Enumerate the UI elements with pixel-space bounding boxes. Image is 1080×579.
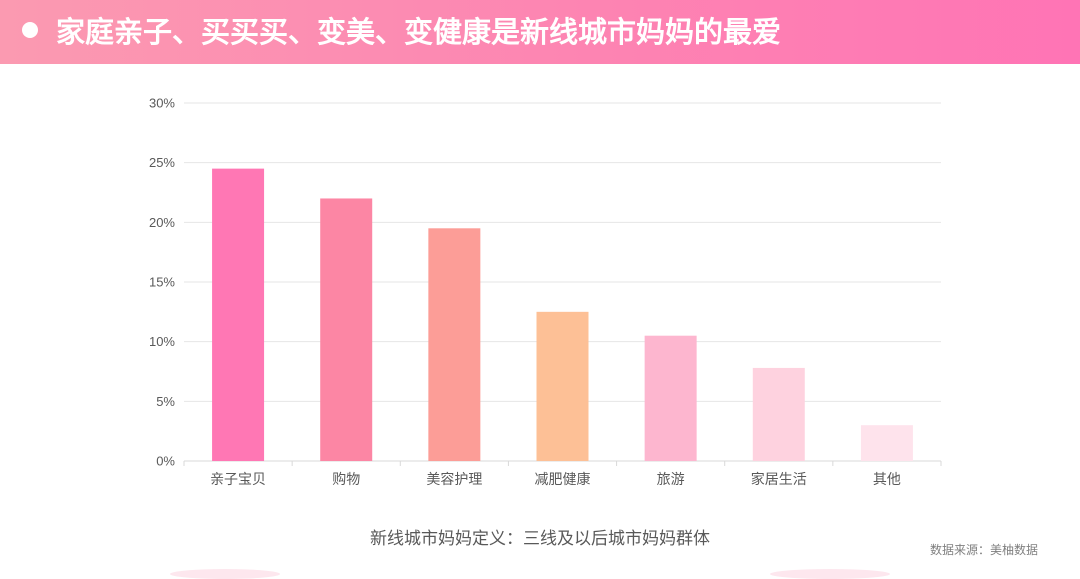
x-tick-label: 家居生活 [751,471,807,488]
decorative-blob [770,569,890,579]
y-tick-label: 5% [156,394,175,409]
x-tick-label: 其他 [873,472,901,488]
title-banner: 家庭亲子、买买买、变美、变健康是新线城市妈妈的最爱 [0,0,1080,64]
chart-footnote: 新线城市妈妈定义：三线及以后城市妈妈群体 [370,529,710,549]
data-source: 数据来源：美柚数据 [929,543,1038,557]
y-tick-label: 25% [149,155,175,170]
bar-6 [752,367,805,461]
x-tick-label: 美容护理 [426,471,482,488]
x-tick-label: 旅游 [657,472,685,488]
bar-3 [428,228,481,461]
decorative-blob [170,569,280,579]
x-tick-label: 购物 [332,472,360,488]
bar-1 [212,168,265,461]
x-tick-label: 亲子宝贝 [210,472,266,488]
bar-5 [644,335,697,461]
y-tick-label: 30% [149,96,175,111]
y-tick-label: 20% [149,215,175,230]
bar-7 [860,425,913,461]
y-tick-label: 15% [149,275,175,290]
bar-4 [536,311,589,461]
x-tick-label: 减肥健康 [535,471,591,488]
bar-2 [320,198,373,461]
bullet-dot-icon [22,22,38,38]
page-title: 家庭亲子、买买买、变美、变健康是新线城市妈妈的最爱 [56,15,782,49]
y-tick-label: 0% [156,454,175,469]
y-tick-label: 10% [149,334,175,349]
